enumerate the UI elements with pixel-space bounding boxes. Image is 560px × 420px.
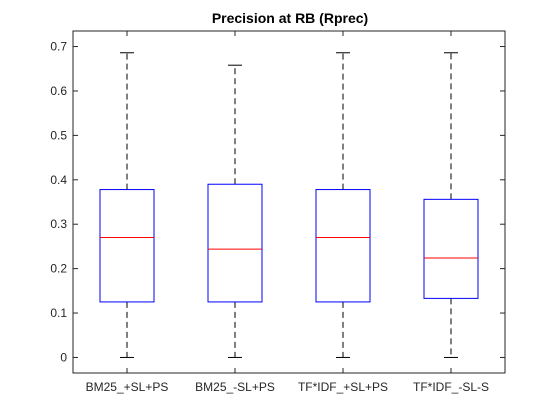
x-tick-label: TF*IDF_-SL-S <box>413 380 489 394</box>
chart-title: Precision at RB (Rprec) <box>212 10 368 26</box>
x-tick-label: BM25_-SL+PS <box>195 380 275 394</box>
plot-area: 0 0.1 0.2 0.3 0.4 0.5 0.6 0.7 BM25_+SL+PS BM25_-S… <box>50 30 506 394</box>
box-iqr <box>315 189 371 303</box>
y-tick-label: 0 <box>60 350 67 364</box>
box-iqr <box>207 183 263 303</box>
y-tick-label: 0.7 <box>50 40 67 54</box>
box-iqr <box>423 198 479 299</box>
y-tick-label: 0.1 <box>50 306 67 320</box>
y-tick-label: 0.5 <box>50 128 67 142</box>
x-tick-label: TF*IDF_+SL+PS <box>298 380 388 394</box>
y-tick-label: 0.2 <box>50 262 67 276</box>
y-tick-label: 0.6 <box>50 84 67 98</box>
x-tick-label: BM25_+SL+PS <box>86 380 169 394</box>
y-tick-label: 0.3 <box>50 217 67 231</box>
axes-frame <box>72 30 506 374</box>
y-tick-label: 0.4 <box>50 173 67 187</box>
box-iqr <box>99 189 155 303</box>
